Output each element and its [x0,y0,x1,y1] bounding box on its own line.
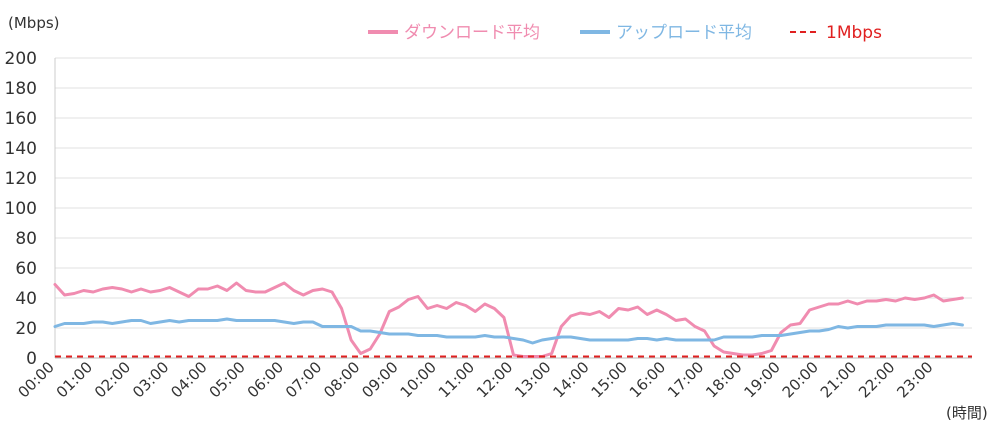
x-tick-label: 20:00 [779,358,822,401]
grid-lines [54,57,972,359]
legend: ダウンロード平均 アップロード平均 1Mbps [368,23,882,43]
y-tick-label: 180 [5,79,37,99]
legend-label: アップロード平均 [616,23,752,43]
y-tick-label: 160 [5,109,37,129]
x-tick-label: 09:00 [358,358,401,401]
x-tick-label: 10:00 [397,358,440,401]
x-tick-label: 02:00 [91,358,134,401]
x-axis-tick-labels: 00:0001:0002:0003:0004:0005:0006:0007:00… [15,358,937,401]
x-tick-label: 13:00 [511,358,554,401]
series-line-1 [53,317,964,345]
y-tick-label: 140 [5,139,37,159]
x-tick-label: 07:00 [282,358,325,401]
y-tick-label: 80 [15,229,37,249]
y-tick-label: 0 [26,349,37,369]
x-tick-label: 19:00 [740,358,783,401]
y-tick-label: 40 [15,289,37,309]
x-tick-label: 01:00 [53,358,96,401]
x-tick-label: 18:00 [702,358,745,401]
x-tick-label: 15:00 [588,358,631,401]
x-tick-label: 12:00 [473,358,516,401]
legend-label: 1Mbps [826,23,882,43]
x-tick-label: 06:00 [244,358,287,401]
y-axis-tick-labels: 0 20 40 60 80 100 120 140 160 180 200 [5,49,37,369]
y-tick-label: 120 [5,169,37,189]
x-tick-label: 03:00 [129,358,172,401]
x-tick-label: 14:00 [549,358,592,401]
x-tick-label: 11:00 [435,358,478,401]
x-tick-label: 05:00 [206,358,249,401]
x-tick-label: 22:00 [855,358,898,401]
y-tick-label: 60 [15,259,37,279]
x-tick-label: 16:00 [626,358,669,401]
x-tick-label: 23:00 [893,358,936,401]
series-lines [53,281,972,358]
x-tick-label: 08:00 [320,358,363,401]
y-tick-label: 20 [15,319,37,339]
x-tick-label: 04:00 [167,358,210,401]
x-axis-unit-label: (時間) [946,404,988,422]
legend-label: ダウンロード平均 [404,23,540,43]
y-axis-unit-label: (Mbps) [8,14,60,32]
y-tick-label: 100 [5,199,37,219]
x-tick-label: 17:00 [664,358,707,401]
x-tick-label: 21:00 [817,358,860,401]
y-tick-label: 200 [5,49,37,69]
